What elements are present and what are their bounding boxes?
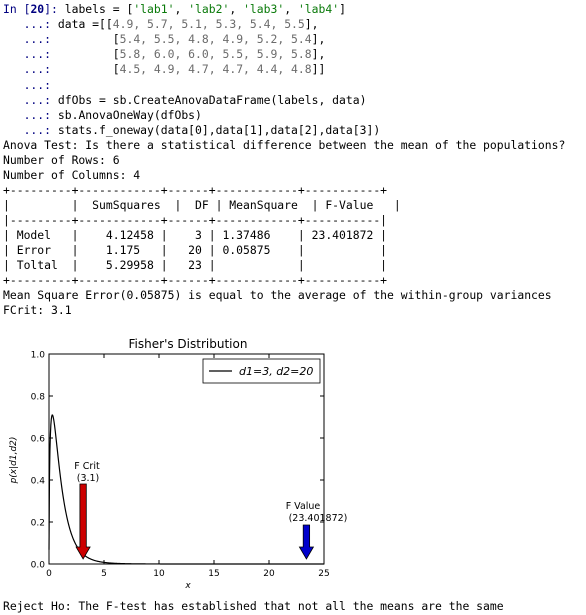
x-axis-label: x [184,581,191,591]
code-line-9: ...: stats.f_oneway(data[0],data[1],data… [3,123,381,137]
plot-frame [48,353,325,565]
fvalue-sublabel: (23.401872) [289,513,348,524]
y-axis-ticks: 0.0 0.2 0.4 0.6 0.8 1.0 [31,351,324,571]
table-row-total: | Toltal | 5.29958 | 23 | | | [3,258,388,272]
table-top-border: +---------+------------+------+---------… [3,183,388,197]
arrow-shape [75,483,91,560]
fcrit-arrow [75,483,91,560]
x-tick-label: 25 [318,569,329,579]
rows-count: Number of Rows: 6 [3,153,120,167]
conclusion: Reject Ho: The F-test has established th… [3,599,504,613]
code-line-8: ...: sb.AnovaOneWay(dfObs) [3,108,202,122]
chart-svg: Fisher's Distribution 0.0 0.2 0.4 0.6 0.8 1.0… [9,337,348,591]
x-tick-label: 20 [263,569,275,579]
x-tick-label: 10 [153,569,165,579]
table-row-error: | Error | 1.175 | 20 | 0.05875 | | [3,243,388,257]
x-tick-label: 15 [208,569,219,579]
fcrit-label: F Crit [74,461,100,472]
table-separator: |---------+------------+------+---------… [3,213,388,227]
input-prompt: In [ [3,2,31,16]
chart-title: Fisher's Distribution [129,337,248,351]
table-header: | | SumSquares | DF | MeanSquare | F-Val… [3,198,401,212]
y-tick-label: 0.4 [31,477,46,487]
y-tick-label: 0.8 [31,393,46,403]
fvalue-arrow [298,524,315,560]
table-row-model: | Model | 4.12458 | 3 | 1.37486 | 23.401… [3,228,388,242]
code-line-1: In [20]: labels = ['lab1', 'lab2', 'lab3… [3,2,346,16]
columns-count: Number of Columns: 4 [3,168,141,182]
y-tick-label: 1.0 [31,351,46,361]
x-tick-label: 0 [46,569,52,579]
code-line-6: ...: [3,78,58,92]
code-line-2: ...: data =[[4.9, 5.7, 5.1, 5.3, 5.4, 5.… [3,17,319,31]
code-line-4: ...: [5.8, 6.0, 6.0, 5.5, 5.9, 5.8], [3,47,326,61]
code-line-5: ...: [4.5, 4.9, 4.7, 4.7, 4.4, 4.8]] [3,62,326,76]
mse-statement: Mean Square Error(0.05875) is equal to t… [3,288,552,302]
code-line-3: ...: [5.4, 5.5, 4.8, 4.9, 5.2, 5.4], [3,32,326,46]
table-bottom-border: +---------+------------+------+---------… [3,273,388,287]
x-axis-ticks: 0 5 10 15 20 25 [46,354,330,579]
fcrit-sublabel: (3.1) [77,473,100,484]
x-tick-label: 5 [101,569,107,579]
fcrit-value: FCrit: 3.1 [3,303,72,317]
y-tick-label: 0.0 [31,561,46,571]
y-axis-label: p(x|d1,d2) [9,437,19,485]
fvalue-label: F Value [286,501,321,512]
legend-label: d1=3, d2=20 [239,365,313,378]
code-line-7: ...: dfObs = sb.CreateAnovaDataFrame(lab… [3,93,367,107]
y-tick-label: 0.2 [31,519,45,529]
arrow-shape [298,524,315,560]
anova-title: Anova Test: Is there a statistical diffe… [3,138,566,152]
y-tick-label: 0.6 [31,435,46,445]
density-curve [48,414,324,565]
input-prompt-number: 20 [30,2,45,16]
fisher-distribution-plot: Fisher's Distribution 0.0 0.2 0.4 0.6 0.8 1.0… [0,332,586,592]
